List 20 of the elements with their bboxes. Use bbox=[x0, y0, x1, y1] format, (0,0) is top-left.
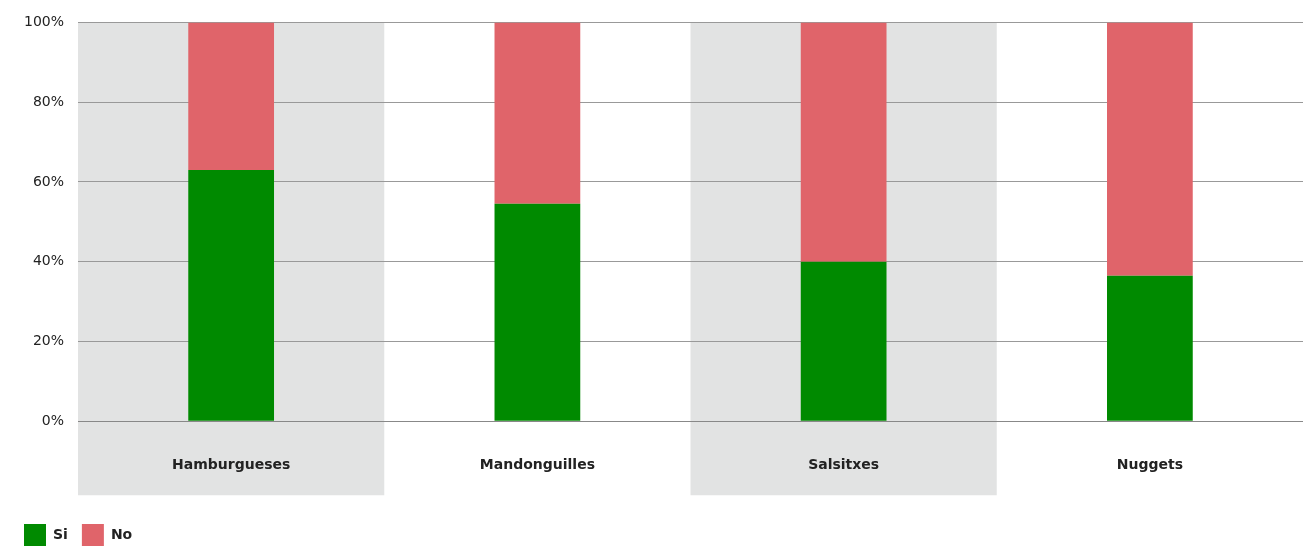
x-tick-label: Mandonguilles bbox=[479, 456, 595, 473]
y-tick-label: 60% bbox=[32, 172, 65, 189]
y-tick-label: 40% bbox=[32, 252, 65, 269]
bar bbox=[494, 22, 581, 204]
bar bbox=[188, 169, 275, 421]
x-tick-label: Nuggets bbox=[1116, 456, 1183, 473]
bar bbox=[800, 261, 887, 421]
bar bbox=[188, 22, 275, 170]
bar bbox=[1107, 275, 1193, 421]
y-tick-label: 80% bbox=[32, 92, 65, 109]
y-tick-label: 0% bbox=[41, 411, 65, 428]
legend-label: Si bbox=[53, 525, 68, 542]
bar bbox=[1107, 22, 1193, 276]
legend-label: No bbox=[110, 525, 133, 542]
x-tick-label: Hamburgueses bbox=[172, 456, 291, 473]
bar bbox=[800, 22, 887, 262]
bar bbox=[494, 203, 581, 421]
y-tick-label: 100% bbox=[23, 13, 65, 30]
y-tick-label: 20% bbox=[32, 332, 65, 349]
x-tick-label: Salsitxes bbox=[808, 456, 880, 473]
